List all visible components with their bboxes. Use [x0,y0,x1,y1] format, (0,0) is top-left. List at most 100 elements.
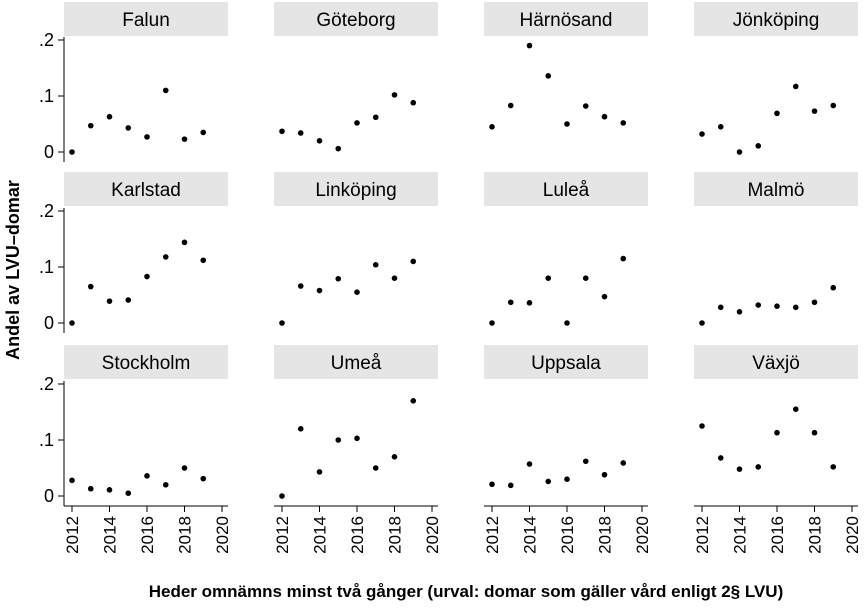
y-tick-label: .1 [39,86,54,106]
panel-header [64,345,228,379]
data-point [526,300,533,306]
y-tick-label: 0 [44,142,54,162]
data-point [391,92,398,98]
data-point [564,476,570,483]
x-tick-label: 2014 [731,516,750,554]
panel-header [274,172,438,206]
data-point [372,261,379,268]
data-point [410,398,417,404]
data-point [144,134,150,140]
data-point [372,465,379,471]
panel-stockholm: Stockholm 0 .1 .2 2012 2014 2016 2018 2020 [39,345,232,554]
data-point [792,83,799,90]
data-point [335,437,342,443]
data-point [717,304,724,311]
panel-linköping: Linköping [274,172,438,326]
panel-karlstad: Karlstad 0 .1 .2 [39,172,228,333]
data-point [200,257,207,264]
x-tick-label: 2018 [386,516,405,554]
data-point [489,124,495,130]
x-tick-label: 2020 [843,516,862,554]
data-point [279,320,285,326]
data-point [297,283,304,289]
data-point [391,275,398,282]
data-point [106,298,113,304]
data-point [410,99,417,106]
data-point [811,299,818,306]
y-tick-label: 0 [44,313,54,333]
panel-härnösand: Härnösand [484,2,648,130]
data-point [106,487,113,493]
y-tick-label: .2 [39,201,54,221]
data-point [601,113,608,120]
data-point [507,482,514,489]
data-point [620,460,627,466]
panel-umeå: Umeå 2012 2014 2016 2018 2020 [273,345,442,554]
panel-luleå: Luleå [484,172,648,326]
y-tick-label: .2 [39,30,54,50]
x-tick-label: 2020 [633,516,652,554]
data-point [125,297,132,303]
data-point [316,138,323,144]
panel-title: Uppsala [531,353,601,374]
data-point [489,320,495,326]
panel-title: Stockholm [102,353,191,374]
data-point [335,275,342,282]
data-point [545,275,552,282]
data-point [69,320,75,326]
data-point [410,258,417,265]
data-point [830,464,837,470]
data-point [620,120,627,126]
x-tick-label: 2018 [596,516,615,554]
panel-title: Karlstad [111,180,181,201]
panel-header [274,2,438,36]
data-point [830,102,837,109]
x-tick-label: 2020 [213,516,232,554]
y-axis-title: Andel av LVU–domar [3,180,23,360]
data-point [181,239,188,246]
panel-header [484,345,648,379]
data-point [279,128,285,135]
panel-title: Härnösand [520,10,613,31]
data-point [699,423,705,429]
panel-title: Jönköping [733,10,820,31]
x-tick-label: 2014 [521,516,540,554]
y-tick-label: 0 [44,486,54,506]
panel-title: Luleå [543,180,590,201]
data-point [144,473,150,479]
panel-title: Växjö [752,353,800,374]
data-point [316,287,323,294]
data-point [582,458,589,465]
data-point [601,471,608,478]
panel-header [694,172,858,206]
panel-jönköping: Jönköping [694,2,858,155]
data-point [181,465,188,471]
data-point [755,464,762,470]
data-point [507,102,514,109]
data-point [792,304,799,311]
panel-uppsala: Uppsala 2012 2014 2016 2018 2020 [483,345,652,554]
data-point [297,130,304,136]
panel-header [484,172,648,206]
x-tick-label: 2014 [101,516,120,554]
data-point [354,120,360,126]
data-point [144,273,150,280]
x-tick-label: 2012 [483,516,502,554]
data-point [717,124,724,130]
x-tick-label: 2016 [558,516,577,554]
data-point [792,406,799,413]
panel-header [64,2,228,36]
data-point [316,469,323,475]
panel-title: Umeå [331,353,382,374]
panel-header [64,172,228,206]
data-point [354,289,360,296]
data-point [774,429,780,436]
panel-header [484,2,648,36]
data-point [489,481,495,488]
data-point [200,129,207,136]
panel-title: Linköping [315,180,396,201]
data-point [69,477,75,484]
x-tick-label: 2016 [348,516,367,554]
panel-header [694,345,858,379]
